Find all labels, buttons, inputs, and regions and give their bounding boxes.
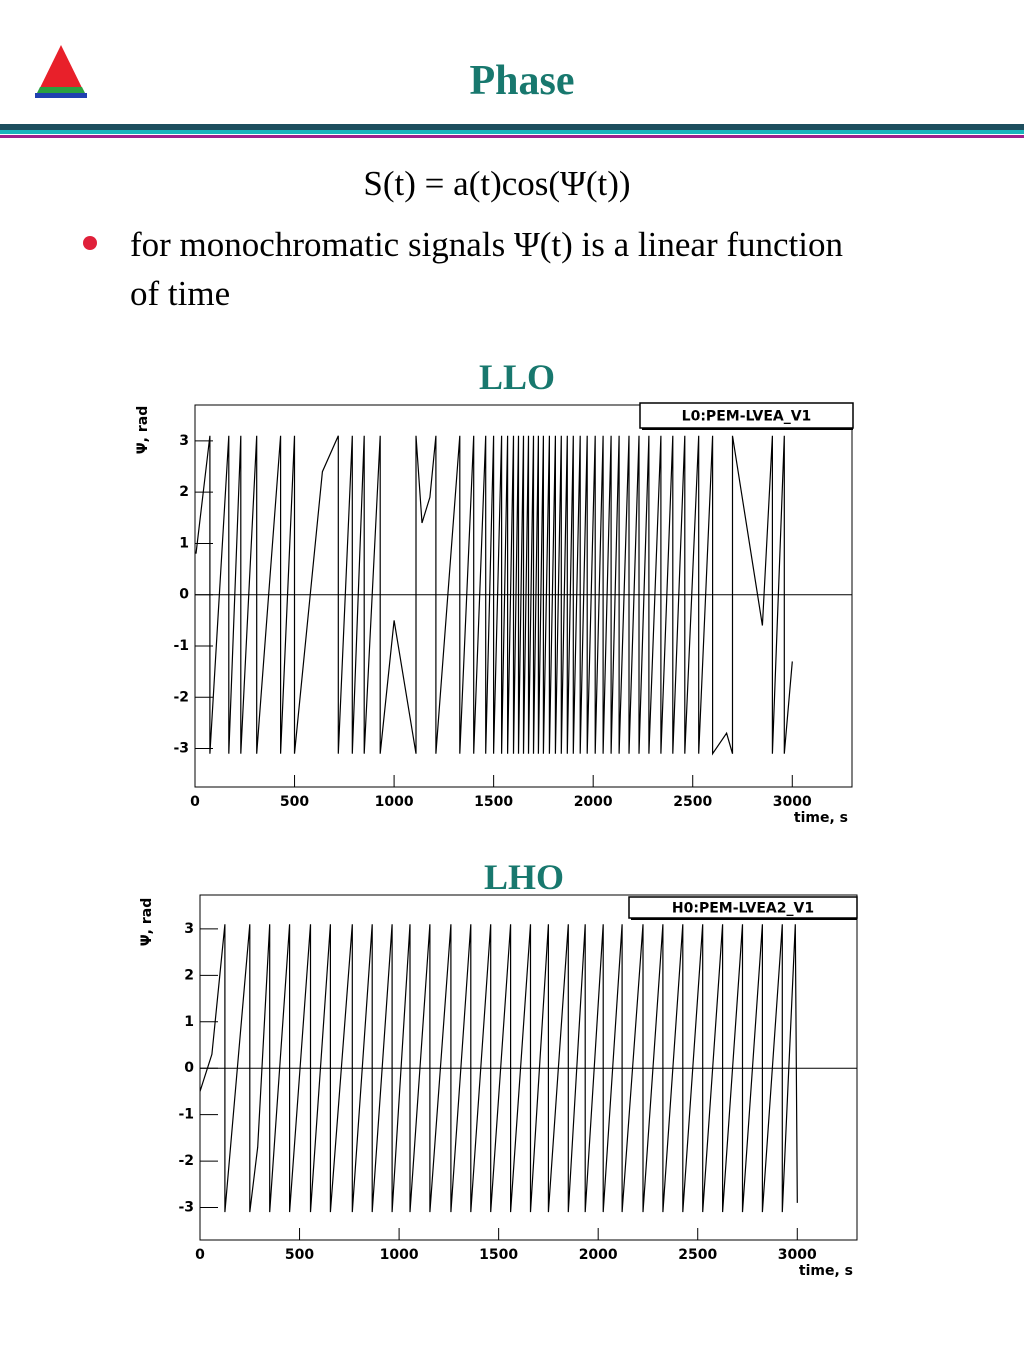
x-tick-label: 1000 xyxy=(380,1247,419,1263)
legend-label: H0:PEM-LVEA2_V1 xyxy=(672,901,814,917)
legend-box xyxy=(639,402,854,429)
y-tick-label: 2 xyxy=(179,484,189,500)
y-tick-label: 0 xyxy=(179,587,189,603)
y-tick-label: -2 xyxy=(178,1153,194,1169)
series-line xyxy=(195,435,793,756)
plot-frame xyxy=(194,404,853,788)
chart-title: LLO xyxy=(479,357,555,397)
y-tick-label: 1 xyxy=(184,1014,194,1030)
plot-frame xyxy=(199,894,858,1241)
x-tick-label: 2000 xyxy=(574,794,613,810)
y-tick-label: -3 xyxy=(173,741,189,757)
x-tick-label: 1000 xyxy=(375,794,414,810)
logo-band xyxy=(35,93,87,98)
x-tick-label: 1500 xyxy=(479,1247,518,1263)
y-tick-label: 3 xyxy=(184,921,194,937)
y-tick-label: 3 xyxy=(179,433,189,449)
x-tick-label: 2500 xyxy=(673,794,712,810)
y-tick-label: 1 xyxy=(179,535,189,551)
slide-title: Phase xyxy=(470,58,575,104)
y-axis-label: Ψ, rad xyxy=(139,898,155,946)
x-tick-label: 3000 xyxy=(773,794,812,810)
rule xyxy=(0,130,1024,134)
x-tick-label: 0 xyxy=(195,1247,205,1263)
bullet-dot xyxy=(83,236,97,250)
x-tick-label: 500 xyxy=(285,1247,314,1263)
rule xyxy=(0,135,1024,138)
x-tick-label: 1500 xyxy=(474,794,513,810)
y-tick-label: -2 xyxy=(173,689,189,705)
logo xyxy=(35,45,87,98)
y-tick-label: 0 xyxy=(184,1060,194,1076)
x-tick-label: 2000 xyxy=(579,1247,618,1263)
chart-title: LHO xyxy=(484,857,564,897)
x-axis-label: time, s xyxy=(794,810,848,826)
y-tick-label: 2 xyxy=(184,967,194,983)
logo-band xyxy=(37,87,85,93)
rule xyxy=(0,124,1024,130)
bullet-text: for monochromatic signals Ψ(t) is a line… xyxy=(130,225,843,313)
y-tick-label: -3 xyxy=(178,1199,194,1215)
x-axis-label: time, s xyxy=(799,1263,853,1279)
legend-label: L0:PEM-LVEA_V1 xyxy=(682,409,812,425)
series-line xyxy=(199,924,798,1213)
y-tick-label: -1 xyxy=(173,638,189,654)
x-tick-label: 3000 xyxy=(778,1247,817,1263)
formula: S(t) = a(t)cos(Ψ(t)) xyxy=(363,164,630,203)
x-tick-label: 2500 xyxy=(678,1247,717,1263)
y-axis-label: Ψ, rad xyxy=(135,406,151,454)
x-tick-label: 0 xyxy=(190,794,200,810)
y-tick-label: -1 xyxy=(178,1107,194,1123)
x-tick-label: 500 xyxy=(280,794,309,810)
